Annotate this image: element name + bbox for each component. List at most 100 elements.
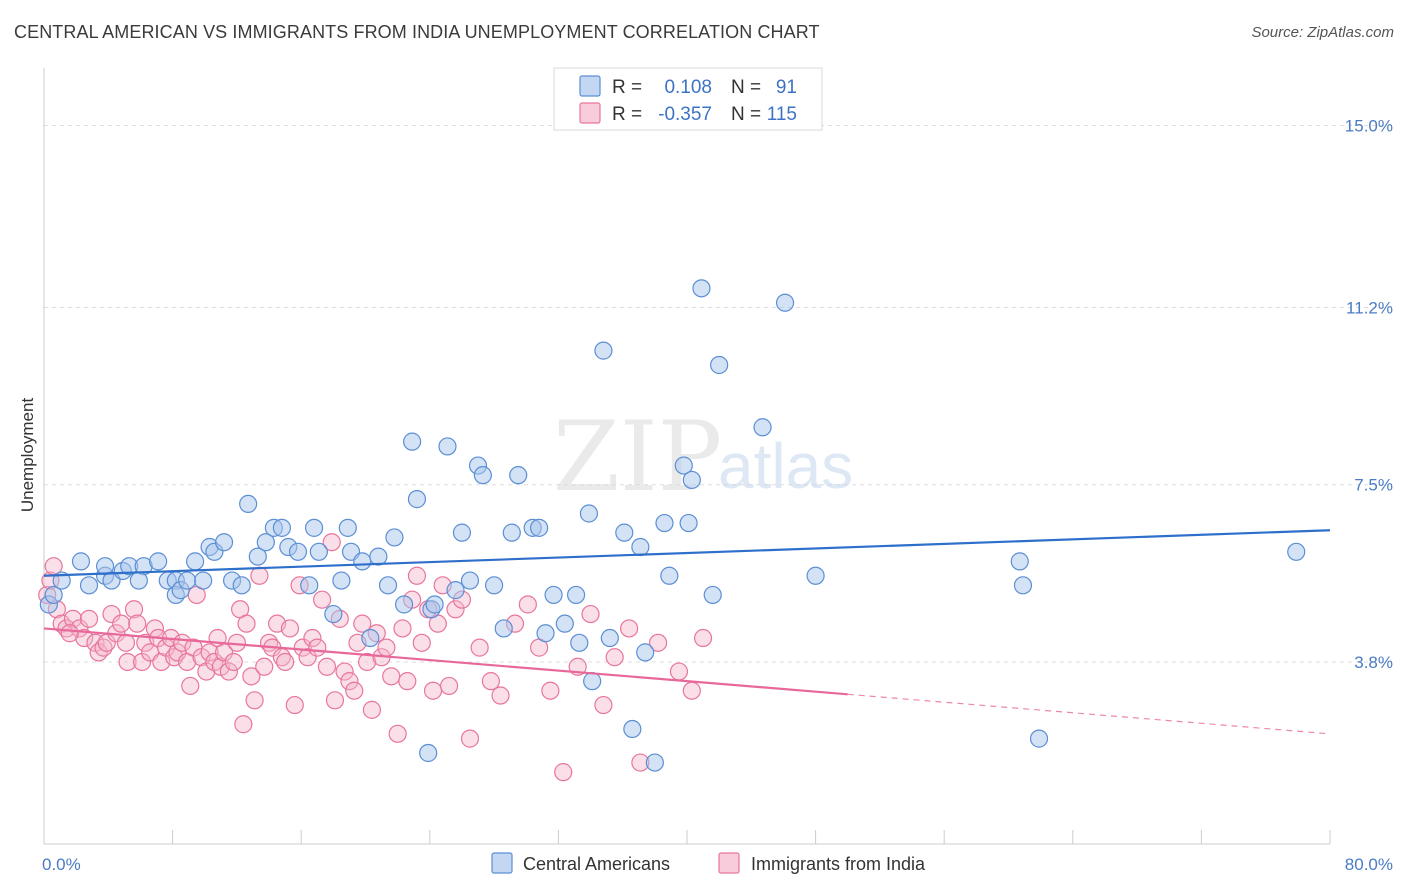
point-india-63 xyxy=(308,638,327,657)
series-legend-label-pink: Immigrants from India xyxy=(751,854,926,874)
trend-line-india-solid xyxy=(43,627,848,696)
point-india-64 xyxy=(312,590,332,609)
legend-n-value-blue: 91 xyxy=(776,77,797,98)
legend-swatch-pink xyxy=(579,102,601,124)
point-central-american-85 xyxy=(806,566,825,585)
point-india-109 xyxy=(669,662,689,681)
point-india-47 xyxy=(237,614,256,633)
point-india-95 xyxy=(481,672,500,691)
point-central-american-76 xyxy=(660,566,679,585)
point-central-american-17 xyxy=(177,571,197,590)
axes xyxy=(43,68,1331,845)
point-india-49 xyxy=(245,691,264,710)
point-central-american-50 xyxy=(446,581,465,600)
point-india-101 xyxy=(554,763,573,782)
point-central-american-60 xyxy=(530,518,549,537)
y-tick-label-0: 3.8% xyxy=(1354,653,1393,672)
point-india-19 xyxy=(128,614,147,633)
point-india-42 xyxy=(219,662,238,681)
point-central-american-33 xyxy=(304,518,324,537)
correlation-legend: R = 0.108 N = 91 R = -0.357 N = 115 xyxy=(553,67,823,131)
point-central-american-62 xyxy=(544,585,563,605)
watermark-zip: ZIP xyxy=(553,401,722,513)
point-central-american-80 xyxy=(692,279,711,298)
point-india-8 xyxy=(79,609,99,628)
point-central-american-25 xyxy=(239,494,258,514)
point-central-american-41 xyxy=(369,547,388,566)
point-central-american-45 xyxy=(403,432,422,451)
point-india-103 xyxy=(581,604,600,624)
point-india-93 xyxy=(460,729,480,748)
point-india-91 xyxy=(446,600,465,619)
point-india-113 xyxy=(60,624,79,643)
legend-n-label-pink: N = xyxy=(731,104,761,125)
point-central-american-73 xyxy=(636,643,655,662)
point-india-69 xyxy=(335,662,354,681)
x-tick-label-0: 0.0% xyxy=(42,855,81,874)
y-tick-label-1: 7.5% xyxy=(1354,476,1393,495)
point-india-17 xyxy=(118,652,137,672)
point-india-87 xyxy=(423,681,443,700)
point-india-58 xyxy=(285,695,304,715)
point-india-18 xyxy=(124,600,144,619)
point-india-37 xyxy=(200,643,219,662)
point-central-american-75 xyxy=(655,513,674,533)
point-central-american-64 xyxy=(566,585,586,605)
point-india-98 xyxy=(518,595,537,614)
point-india-32 xyxy=(181,676,200,696)
point-central-american-90 xyxy=(1287,542,1306,561)
point-central-american-49 xyxy=(438,437,457,456)
point-india-66 xyxy=(322,533,341,552)
y-tick-labels: 3.8% 7.5% 11.2% 15.0% xyxy=(1345,116,1393,671)
point-central-american-36 xyxy=(332,571,351,590)
series-legend: Central Americans Immigrants from India xyxy=(491,852,926,874)
point-central-american-69 xyxy=(600,628,619,648)
point-india-74 xyxy=(358,652,377,672)
point-india-75 xyxy=(362,700,382,719)
point-india-79 xyxy=(382,667,401,686)
legend-n-label-blue: N = xyxy=(731,77,761,98)
point-central-american-31 xyxy=(288,542,308,561)
legend-r-value-pink: -0.357 xyxy=(658,104,712,125)
point-central-american-44 xyxy=(394,595,414,614)
point-central-american-57 xyxy=(502,523,521,542)
point-central-american-48 xyxy=(425,595,444,614)
point-india-96 xyxy=(491,686,510,705)
point-india-81 xyxy=(393,619,412,638)
point-central-american-19 xyxy=(194,571,213,590)
point-india-43 xyxy=(224,652,243,672)
point-central-american-52 xyxy=(460,571,480,590)
point-india-110 xyxy=(682,681,701,700)
point-india-61 xyxy=(298,648,317,667)
point-central-american-24 xyxy=(232,576,251,595)
series-central-americans xyxy=(39,279,1306,772)
point-central-american-65 xyxy=(570,633,589,652)
point-central-american-63 xyxy=(555,614,574,633)
point-central-american-72 xyxy=(631,537,650,557)
point-central-american-37 xyxy=(338,518,357,537)
point-central-american-39 xyxy=(353,552,372,571)
point-central-american-87 xyxy=(1010,552,1029,571)
point-central-american-46 xyxy=(407,490,427,509)
point-india-84 xyxy=(407,566,427,585)
point-central-american-70 xyxy=(615,523,634,542)
point-central-american-32 xyxy=(300,576,319,595)
legend-swatch-blue xyxy=(579,75,601,97)
point-central-american-1 xyxy=(44,585,63,605)
point-india-13 xyxy=(102,604,121,624)
point-central-american-11 xyxy=(129,571,148,590)
point-india-71 xyxy=(345,681,364,700)
point-central-american-74 xyxy=(645,753,664,772)
point-central-american-4 xyxy=(79,576,99,595)
point-india-73 xyxy=(353,614,372,633)
point-central-american-18 xyxy=(186,552,205,571)
point-central-american-84 xyxy=(775,293,795,312)
point-central-american-83 xyxy=(753,418,772,437)
point-central-american-43 xyxy=(385,528,404,547)
point-india-105 xyxy=(605,648,624,667)
point-central-american-58 xyxy=(509,466,528,485)
point-india-94 xyxy=(470,638,489,657)
point-india-106 xyxy=(620,619,639,638)
point-india-46 xyxy=(234,715,253,734)
